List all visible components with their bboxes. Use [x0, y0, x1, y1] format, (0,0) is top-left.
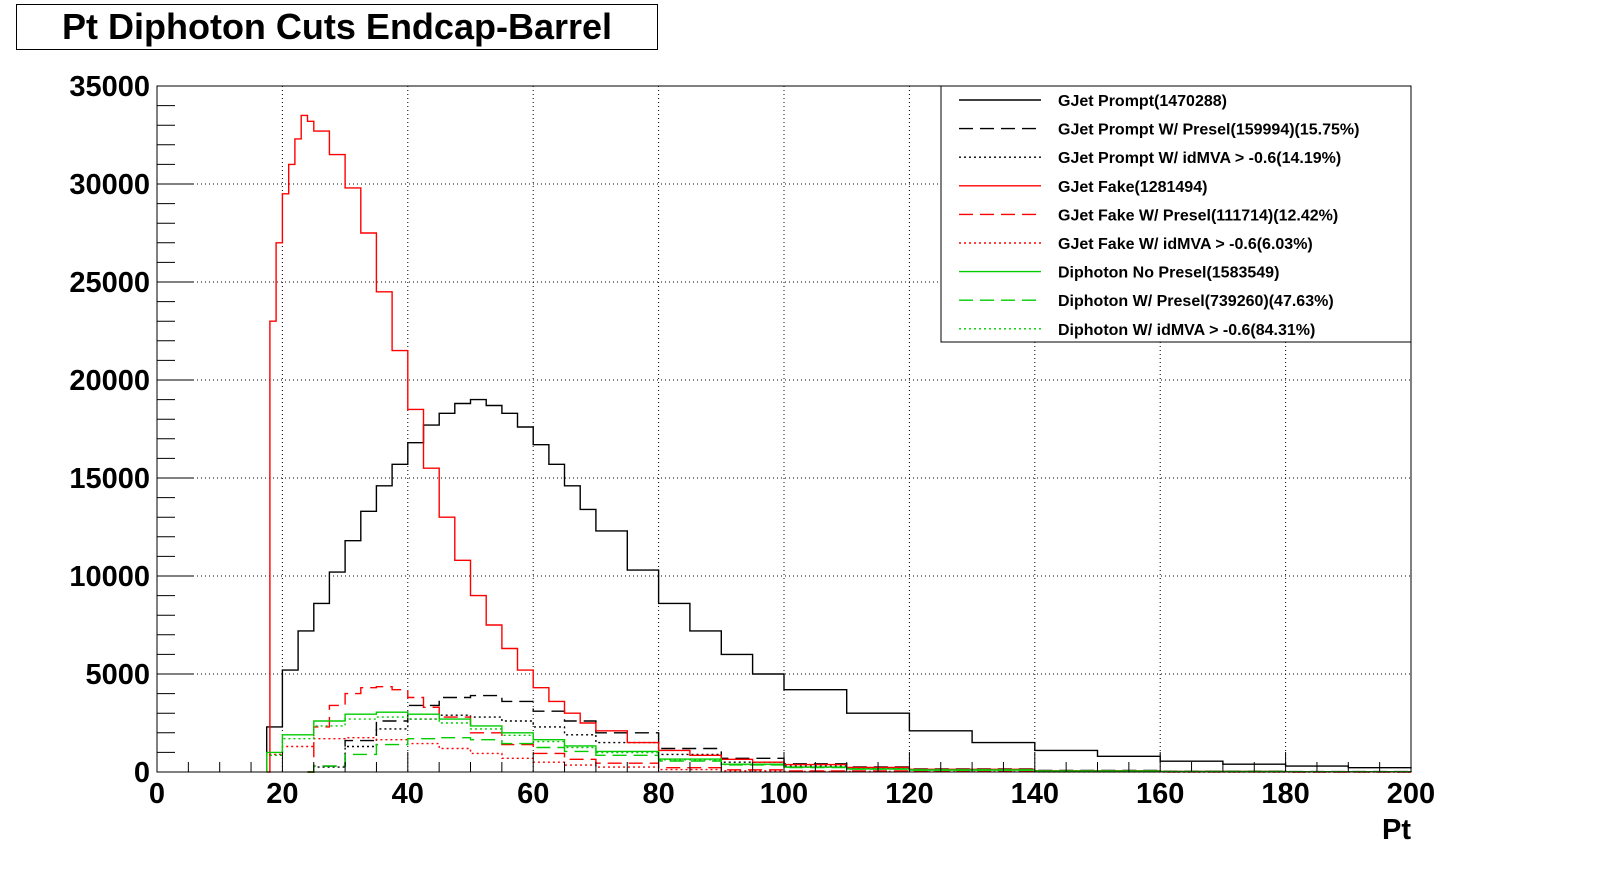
y-tick-label: 0: [134, 757, 150, 789]
y-tick-label: 10000: [69, 561, 150, 593]
legend-label-0: GJet Prompt(1470288): [1058, 93, 1227, 110]
series-line-0: [266, 398, 1412, 772]
y-tick-label: 5000: [85, 659, 150, 691]
x-tick-label: 160: [1136, 778, 1184, 810]
series-group: [266, 114, 1412, 773]
series-line-4: [307, 686, 1411, 773]
chart-title: Pt Diphoton Cuts Endcap-Barrel: [61, 6, 613, 47]
legend-label-8: Diphoton W/ idMVA > -0.6(84.31%): [1058, 322, 1315, 339]
legend-label-7: Diphoton W/ Presel(739260)(47.63%): [1058, 293, 1334, 310]
x-tick-label: 200: [1387, 778, 1435, 810]
x-tick-label: 80: [642, 778, 674, 810]
x-tick-label: 20: [266, 778, 298, 810]
legend-label-1: GJet Prompt W/ Presel(159994)(15.75%): [1058, 122, 1359, 139]
x-tick-label: 40: [392, 778, 424, 810]
y-tick-label: 25000: [69, 267, 150, 299]
x-tick-label: 0: [149, 778, 165, 810]
y-tick-label: 30000: [69, 169, 150, 201]
x-tick-label: 180: [1261, 778, 1309, 810]
legend-box: [940, 85, 1412, 343]
title-box: Pt Diphoton Cuts Endcap-Barrel: [16, 4, 658, 50]
series-line-7: [307, 737, 1412, 773]
x-tick-label: 60: [517, 778, 549, 810]
axes: 0 20 40 60 80 100 120 140 160 180 200 0 5000 10000 150…: [69, 71, 1435, 846]
legend-label-6: Diphoton No Presel(1583549): [1058, 265, 1279, 282]
legend-label-2: GJet Prompt W/ idMVA > -0.6(14.19%): [1058, 150, 1341, 167]
x-tick-label: 100: [760, 778, 808, 810]
y-tick-label: 15000: [69, 463, 150, 495]
y-tick-label: 20000: [69, 365, 150, 397]
x-tick-label: 140: [1011, 778, 1059, 810]
legend-label-4: GJet Fake W/ Presel(111714)(12.42%): [1058, 207, 1338, 224]
legend: GJet Prompt(1470288) GJet Prompt W/ Prese…: [940, 85, 1412, 343]
x-axis-title: Pt: [1382, 814, 1411, 846]
legend-label-3: GJet Fake(1281494): [1058, 179, 1207, 196]
legend-label-5: GJet Fake W/ idMVA > -0.6(6.03%): [1058, 236, 1313, 253]
series-line-1: [307, 694, 1412, 773]
y-tick-label: 35000: [69, 71, 150, 103]
series-line-6: [266, 711, 1412, 773]
series-line-2: [307, 714, 1412, 773]
x-tick-label: 120: [885, 778, 933, 810]
